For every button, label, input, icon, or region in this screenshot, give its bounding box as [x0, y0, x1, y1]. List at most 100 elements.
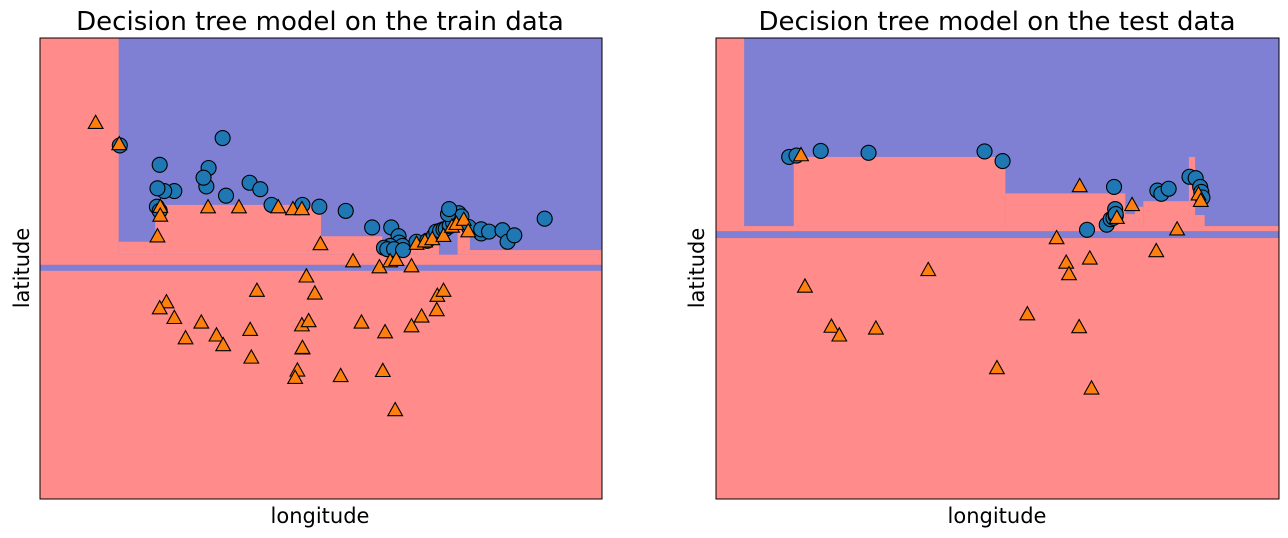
train-decision-region [469, 250, 602, 255]
train-triangle-point [294, 339, 311, 355]
train-triangle-point [374, 362, 392, 378]
train-triangle-point [192, 313, 210, 329]
train-triangle-point [386, 401, 404, 417]
test-circle-point [994, 153, 1011, 170]
train-triangle-point [230, 198, 248, 214]
train-circle-point [214, 129, 231, 147]
train-circle-point [252, 181, 269, 198]
test-triangle-point [988, 359, 1006, 375]
test-triangle-point [823, 317, 840, 333]
train-decision-region [40, 264, 602, 271]
train-triangle-point [199, 198, 217, 214]
train-triangle-point [158, 293, 175, 309]
train-triangle-point [455, 210, 473, 226]
train-circle-point [311, 198, 328, 215]
train-triangle-point [149, 227, 166, 243]
train-triangle-point [388, 251, 405, 266]
train-triangle-point [214, 336, 232, 352]
train-triangle-point [151, 299, 169, 315]
test-triangle-point [1108, 209, 1126, 225]
test-triangle-point [1019, 305, 1036, 321]
test-points [781, 142, 1211, 395]
train-triangle-point [248, 281, 266, 297]
train-triangle-point [435, 281, 452, 297]
train-circle-point [536, 210, 553, 227]
test-plot-frame [715, 37, 1280, 500]
test-regions [716, 38, 1279, 499]
test-triangle-point [1147, 242, 1165, 258]
train-triangle-point [332, 367, 349, 383]
train-triangle-point [306, 284, 324, 300]
train-circle-point [217, 187, 235, 204]
train-triangle-point [403, 317, 420, 333]
train-circle-point [364, 219, 381, 236]
train-plot-frame [39, 37, 603, 500]
test-triangle-point [831, 326, 848, 342]
test-decision-region [1125, 214, 1135, 227]
test-decision-region [1134, 206, 1144, 227]
test-circle-point [976, 143, 993, 160]
train-triangle-point [403, 257, 420, 273]
test-triangle-point [1070, 318, 1088, 334]
train-triangle-point [243, 348, 260, 364]
train-circle-point [337, 202, 354, 219]
test-circle-point [812, 142, 829, 159]
train-triangle-point [300, 312, 317, 328]
train-circle-point [149, 180, 166, 197]
train-circle-point [480, 223, 498, 240]
train-circle-point [441, 200, 458, 218]
test-decision-region [1143, 201, 1196, 227]
train-x-axis-label: longitude [271, 504, 370, 528]
train-triangle-point [166, 309, 183, 325]
test-triangle-point [1168, 220, 1186, 236]
train-triangle-point [312, 235, 329, 251]
test-y-axis-label: latitude [685, 228, 709, 309]
train-y-axis-label: latitude [10, 228, 34, 309]
train-triangle-point [459, 222, 477, 238]
train-triangle-point [293, 200, 311, 216]
test-triangle-point [1192, 192, 1210, 207]
test-triangle-point [1060, 265, 1078, 281]
train-plot-title: Decision tree model on the train data [76, 7, 564, 37]
train-triangle-point [110, 135, 128, 151]
test-circle-point [1105, 178, 1123, 195]
test-decision-region [1195, 215, 1205, 227]
train-circle-point [506, 227, 523, 244]
test-triangle-point [792, 146, 810, 162]
train-triangle-point [241, 321, 259, 337]
train-decision-region [321, 236, 383, 255]
train-circle-point [195, 169, 212, 186]
test-circle-point [860, 144, 877, 161]
test-triangle-point [867, 319, 885, 335]
test-triangle-point [1071, 177, 1088, 193]
train-triangle-point [151, 206, 169, 222]
train-triangle-point [177, 329, 194, 345]
test-circle-point [1078, 221, 1096, 238]
test-triangle-point [919, 261, 937, 277]
test-triangle-point [1057, 253, 1075, 269]
test-triangle-point [1048, 229, 1065, 245]
train-triangle-point [435, 227, 452, 242]
train-triangle-point [298, 267, 315, 283]
test-triangle-point [1081, 249, 1099, 265]
train-circle-point [395, 242, 412, 259]
test-triangle-point [1123, 196, 1141, 212]
test-triangle-point [796, 277, 814, 293]
test-circle-point [1160, 180, 1177, 197]
train-triangle-point [286, 369, 304, 384]
train-triangle-point [344, 252, 362, 268]
train-triangle-point [353, 313, 370, 329]
train-triangle-point [428, 301, 446, 317]
test-x-axis-label: longitude [948, 504, 1047, 528]
train-triangle-point [413, 307, 430, 323]
test-decision-region [793, 156, 1006, 227]
train-circle-point [151, 156, 168, 173]
train-decision-region [118, 241, 156, 255]
train-triangle-point [208, 326, 225, 342]
test-plot-title: Decision tree model on the test data [758, 7, 1235, 37]
test-plot: Decision tree model on the test data lon… [685, 7, 1280, 528]
train-triangle-point [87, 114, 104, 130]
test-decision-region [716, 231, 1279, 239]
train-points [87, 114, 553, 417]
